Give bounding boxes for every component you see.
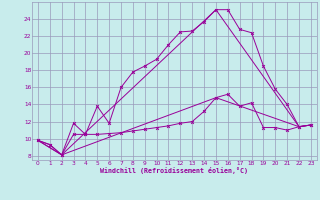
X-axis label: Windchill (Refroidissement éolien,°C): Windchill (Refroidissement éolien,°C) <box>100 167 248 174</box>
